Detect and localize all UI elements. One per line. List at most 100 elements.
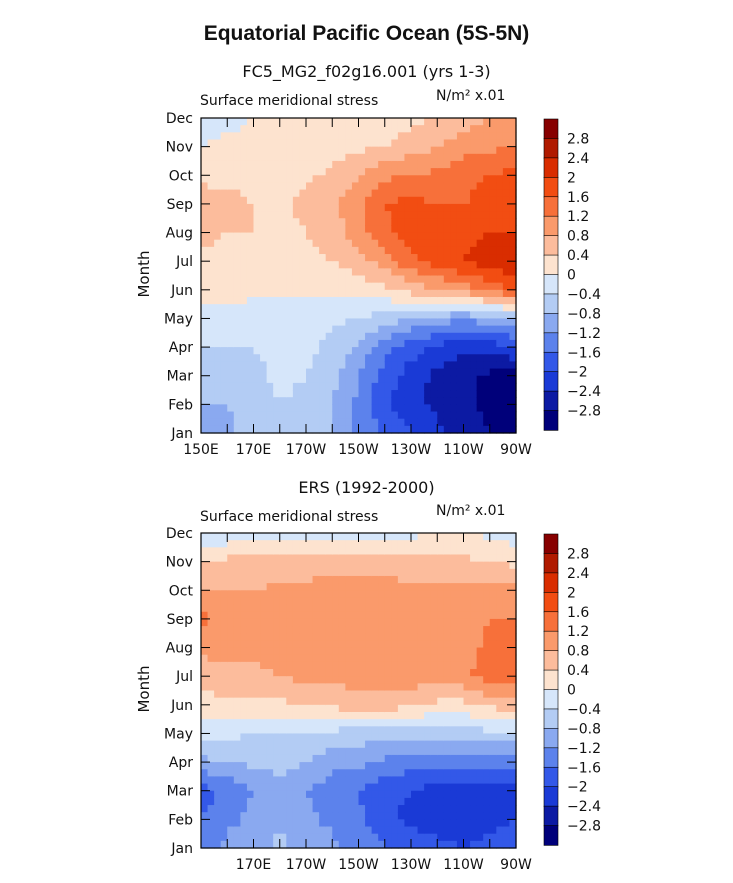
contour-cell (227, 239, 235, 248)
contour-cell (351, 196, 360, 205)
contour-cell (443, 740, 451, 749)
contour-cell (266, 282, 274, 291)
contour-cell (424, 225, 432, 234)
contour-cell (227, 347, 235, 355)
contour-cell (391, 160, 399, 169)
colorbar-swatch (543, 390, 559, 412)
contour-cell (502, 339, 511, 348)
contour-cell (437, 683, 445, 692)
colorbar-label: 2.8 (567, 131, 589, 147)
contour-cell (312, 540, 320, 548)
contour-cell (489, 626, 497, 634)
contour-cell (404, 754, 412, 763)
contour-cell (214, 225, 222, 234)
contour-cell (397, 268, 406, 277)
y-tick-label: Sep (167, 612, 194, 628)
contour-cell (424, 289, 432, 298)
contour-cell (489, 819, 497, 828)
contour-cell (286, 776, 294, 785)
contour-cell (292, 676, 301, 684)
contour-cell (489, 676, 497, 684)
contour-cell (476, 218, 484, 226)
contour-cell (411, 711, 419, 720)
contour-cell (201, 590, 209, 599)
contour-cell (424, 318, 432, 327)
contour-cell (351, 153, 360, 162)
contour-cell (489, 618, 497, 627)
contour-cell (306, 583, 314, 591)
contour-cell (430, 533, 438, 541)
y-tick-label: Dec (166, 526, 193, 542)
contour-cell (443, 390, 451, 398)
contour-cell (273, 225, 281, 234)
contour-cell (483, 189, 491, 198)
contour-cell (502, 418, 511, 427)
contour-cell (299, 218, 307, 226)
contour-cell (286, 704, 294, 713)
contour-cell (273, 132, 281, 141)
contour-cell (306, 797, 314, 806)
contour-cell (371, 776, 379, 785)
contour-cell (351, 211, 360, 219)
contour-cell (443, 132, 451, 141)
contour-cell (437, 132, 445, 141)
colorbar-label: −0.4 (567, 287, 601, 303)
contour-cell (260, 611, 268, 620)
contour-cell (378, 125, 386, 133)
contour-cell (286, 361, 294, 370)
contour-cell (502, 726, 511, 735)
contour-cell (378, 196, 386, 205)
contour-cell (397, 690, 406, 699)
contour-cell (207, 805, 215, 813)
contour-cell (286, 561, 294, 570)
contour-cell (417, 118, 425, 126)
contour-cell (397, 597, 406, 606)
contour-cell (450, 404, 458, 413)
contour-cell (338, 568, 346, 577)
contour-cell (286, 554, 294, 563)
contour-cell (292, 783, 301, 792)
contour-cell (299, 640, 307, 649)
contour-cell (292, 375, 301, 384)
contour-cell (312, 604, 320, 613)
contour-cell (253, 146, 261, 155)
contour-cell (443, 797, 451, 806)
contour-cell (332, 611, 340, 620)
contour-cell (338, 626, 346, 634)
contour-cell (233, 661, 241, 670)
contour-cell (417, 726, 425, 735)
contour-cell (411, 533, 419, 541)
contour-cell (502, 218, 511, 226)
contour-cell (476, 633, 484, 641)
contour-cell (502, 840, 511, 849)
contour-cell (424, 769, 432, 778)
contour-cell (332, 239, 340, 248)
contour-cell (404, 125, 412, 133)
contour-cell (450, 382, 458, 391)
contour-cell (397, 118, 406, 126)
contour-cell (470, 254, 478, 262)
contour-cell (509, 840, 517, 849)
contour-cell (476, 726, 484, 735)
contour-cell (424, 390, 432, 398)
contour-cell (509, 361, 517, 370)
contour-cell (397, 754, 406, 763)
contour-cell (351, 776, 360, 785)
contour-cell (371, 533, 379, 541)
contour-cell (325, 304, 333, 312)
contour-cell (456, 125, 465, 133)
contour-cell (325, 669, 333, 677)
contour-cell (279, 826, 287, 835)
contour-cell (260, 840, 268, 849)
contour-cell (456, 554, 465, 563)
contour-cell (345, 604, 353, 613)
contour-cell (299, 754, 307, 763)
contour-cell (384, 618, 392, 627)
contour-cell (384, 690, 392, 699)
contour-cell (266, 640, 274, 649)
contour-cell (227, 139, 235, 148)
contour-cell (496, 797, 504, 806)
contour-cell (214, 160, 222, 169)
contour-cell (319, 325, 327, 334)
contour-cell (502, 304, 511, 312)
